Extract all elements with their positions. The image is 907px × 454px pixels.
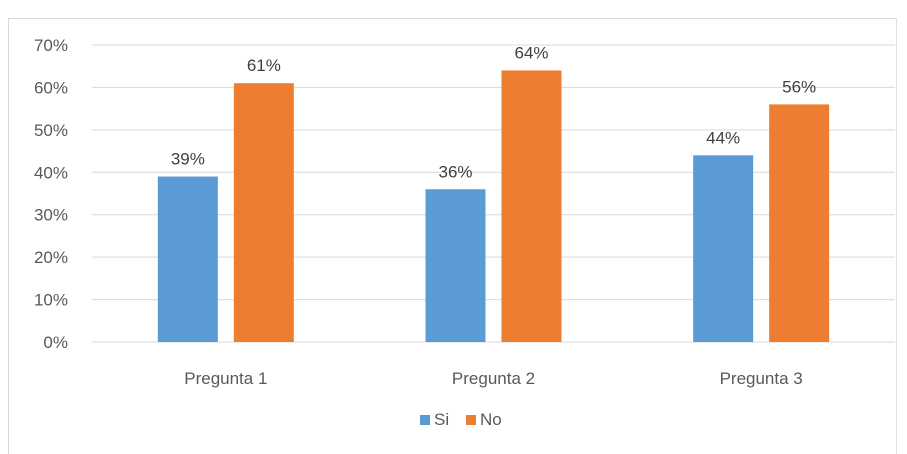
x-tick-label: Pregunta 3: [720, 369, 803, 388]
data-label: 64%: [514, 43, 548, 62]
data-label: 39%: [171, 150, 205, 169]
data-label: 44%: [706, 128, 740, 147]
data-label: 61%: [247, 56, 281, 75]
bar-si: [693, 155, 754, 342]
y-tick-label: 50%: [34, 121, 68, 140]
y-tick-label: 60%: [34, 78, 68, 97]
x-tick-label: Pregunta 2: [452, 369, 535, 388]
legend-label: No: [480, 410, 502, 429]
bar-si: [157, 176, 218, 342]
bar-no: [233, 83, 294, 342]
bar-si: [425, 189, 486, 342]
legend-swatch-si: [420, 415, 430, 425]
y-tick-label: 30%: [34, 206, 68, 225]
y-tick-label: 40%: [34, 163, 68, 182]
legend-label: Si: [434, 410, 449, 429]
bar-no: [501, 70, 562, 342]
y-tick-label: 20%: [34, 248, 68, 267]
y-tick-label: 70%: [34, 36, 68, 55]
legend-swatch-no: [466, 415, 476, 425]
bar-no: [769, 104, 830, 343]
x-tick-label: Pregunta 1: [184, 369, 267, 388]
data-label: 56%: [782, 77, 816, 96]
y-tick-label: 10%: [34, 291, 68, 310]
y-tick-label: 0%: [43, 333, 68, 352]
data-label: 36%: [438, 162, 472, 181]
